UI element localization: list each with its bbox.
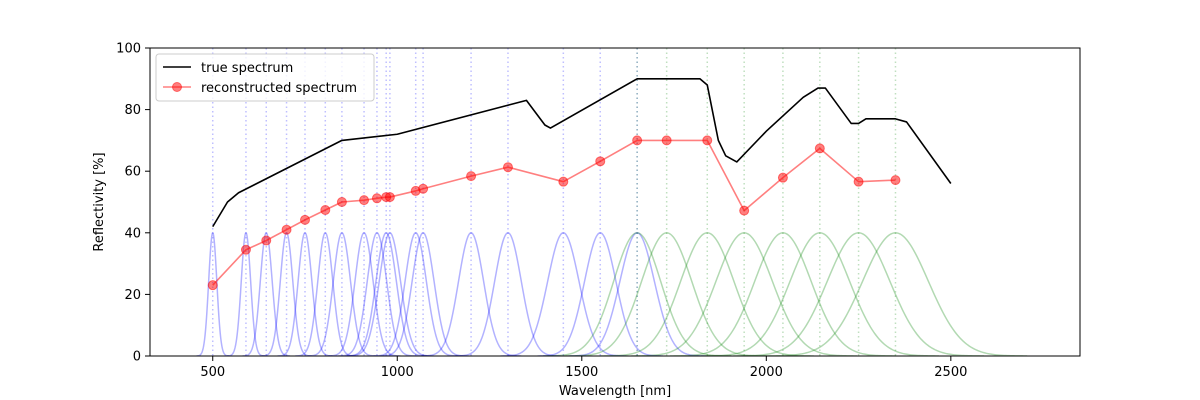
reconstructed-point <box>384 192 395 203</box>
blue-band-curve <box>347 232 433 356</box>
y-tick-label: 100 <box>116 42 141 57</box>
blue-band-curve <box>327 232 401 356</box>
green-band-curve <box>566 232 767 356</box>
reconstructed-point <box>853 176 864 187</box>
x-tick-label: 1500 <box>565 365 598 380</box>
blue-band-curve <box>500 232 627 356</box>
green-band-curve <box>733 232 984 356</box>
reconstructed-point <box>240 244 251 255</box>
band-center-lines <box>211 48 897 356</box>
true-spectrum-line <box>212 78 952 228</box>
green-band-curve <box>600 232 814 356</box>
x-tick-label: 1000 <box>381 365 414 380</box>
reconstructed-point <box>300 214 310 225</box>
x-axis-ticks: 500 1000 1500 2000 2500 <box>200 356 967 380</box>
band-curves <box>196 231 1028 356</box>
plot-frame <box>149 47 1081 357</box>
y-tick-label: 60 <box>124 165 141 180</box>
legend-box <box>155 53 375 102</box>
blue-band-curve <box>373 232 459 356</box>
y-tick-label: 20 <box>124 288 141 303</box>
reconstructed-point <box>777 172 788 183</box>
x-axis-label: Wavelength [nm] <box>559 384 671 399</box>
x-tick-label: 500 <box>200 365 225 380</box>
x-tick-label: 2000 <box>750 365 783 380</box>
reconstructed-point <box>890 175 901 186</box>
reconstructed-point <box>418 183 429 194</box>
reconstructed-point <box>336 197 347 207</box>
blue-band-curve <box>454 232 562 356</box>
green-band-curve <box>763 232 1028 356</box>
y-tick-label: 40 <box>124 226 141 241</box>
spectrum-series <box>207 78 952 291</box>
reconstructed-point <box>466 171 477 182</box>
blue-band-curve <box>196 231 230 356</box>
blue-band-curve <box>242 231 291 356</box>
reconstructed-point <box>359 195 370 206</box>
blue-band-curve <box>379 232 467 356</box>
reconstructed-point <box>320 205 331 216</box>
green-band-curve <box>700 232 939 356</box>
reconstructed-point <box>502 162 513 173</box>
blue-band-curve <box>345 232 427 356</box>
reconstructed-point <box>371 193 382 204</box>
y-axis-label: Reflectivity [%] <box>92 152 107 251</box>
blue-band-curve <box>338 232 416 356</box>
blue-band-curve <box>307 232 377 356</box>
reconstructed-point <box>281 224 292 235</box>
reconstructed-point <box>595 156 606 167</box>
y-axis-ticks: 0 20 40 60 80 100 <box>116 42 150 365</box>
reconstructed-point <box>207 280 218 291</box>
reconstructed-point <box>661 135 672 146</box>
blue-band-curve <box>568 232 707 356</box>
green-band-curve <box>543 232 732 356</box>
blue-band-curve <box>277 231 333 356</box>
legend-recon-label: reconstructed spectrum <box>201 81 357 96</box>
blue-band-curve <box>420 232 522 356</box>
reconstructed-point <box>632 135 643 146</box>
reconstructed-point <box>558 176 569 187</box>
blue-band-curve <box>537 232 663 356</box>
y-tick-label: 0 <box>133 350 141 365</box>
green-band-curve <box>631 232 858 356</box>
reconstructed-point <box>739 205 750 216</box>
legend: true spectrum reconstructed spectrum <box>155 53 375 102</box>
reconstructed-point <box>702 135 713 146</box>
reconstructed-point <box>261 235 272 246</box>
x-tick-label: 2500 <box>934 365 967 380</box>
reconstructed-point <box>814 143 825 154</box>
legend-true-label: true spectrum <box>201 61 293 76</box>
legend-recon-marker <box>172 82 182 92</box>
y-tick-label: 80 <box>124 103 141 118</box>
blue-band-curve <box>295 231 356 356</box>
blue-band-curve <box>227 231 265 356</box>
green-band-curve <box>670 232 896 356</box>
